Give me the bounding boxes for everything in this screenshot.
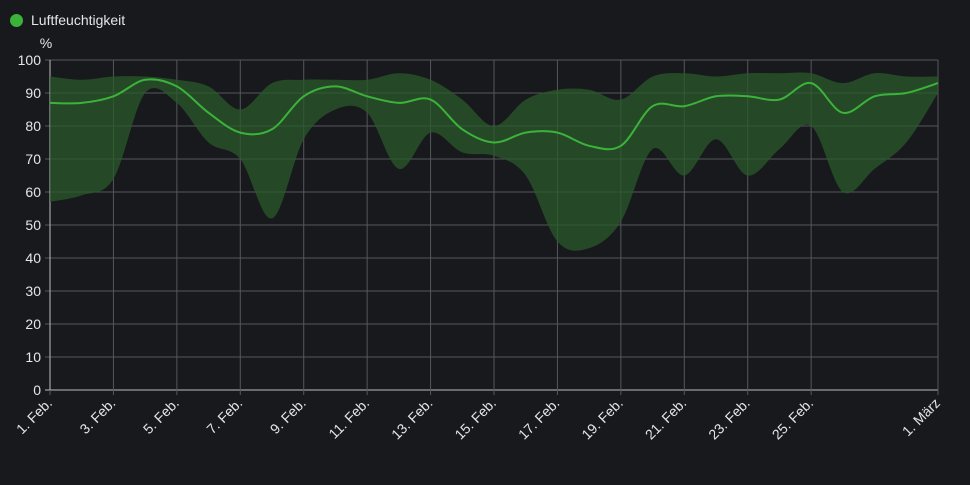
x-tick-label: 7. Feb. (203, 395, 245, 437)
x-tick-label: 25. Feb. (769, 395, 817, 443)
x-tick-label: 15. Feb. (451, 395, 499, 443)
y-tick-label: 80 (25, 118, 41, 134)
y-tick-label: 90 (25, 85, 41, 101)
x-tick-label: 9. Feb. (267, 395, 309, 437)
humidity-line (49, 78, 939, 151)
y-tick-label: 30 (25, 283, 41, 299)
y-tick-label: 100 (18, 52, 42, 68)
x-tick-label: 21. Feb. (642, 395, 690, 443)
x-tick-label: 11. Feb. (325, 395, 372, 442)
x-tick-label: 19. Feb. (578, 395, 626, 443)
y-tick-label: 70 (25, 151, 41, 167)
x-tick-label: 1. März (899, 395, 943, 439)
y-axis-unit: % (40, 35, 52, 51)
legend-marker (10, 13, 23, 27)
y-tick-label: 50 (25, 217, 41, 233)
y-tick-label: 40 (25, 250, 41, 266)
x-tick-label: 3. Feb. (76, 395, 118, 437)
y-tick-label: 60 (25, 184, 41, 200)
x-tick-label: 5. Feb. (140, 395, 182, 437)
legend-label: Luftfeuchtigkeit (31, 12, 126, 28)
x-tick-label: 17. Feb. (515, 395, 563, 443)
legend[interactable]: Luftfeuchtigkeit (10, 12, 125, 28)
x-tick-label: 23. Feb. (705, 395, 753, 443)
y-tick-label: 10 (25, 349, 41, 365)
y-tick-label: 0 (33, 382, 41, 398)
y-tick-label: 20 (25, 316, 41, 332)
x-tick-label: 1. Feb. (13, 395, 55, 437)
min-max-band (50, 72, 938, 251)
x-tick-label: 13. Feb. (388, 395, 436, 443)
